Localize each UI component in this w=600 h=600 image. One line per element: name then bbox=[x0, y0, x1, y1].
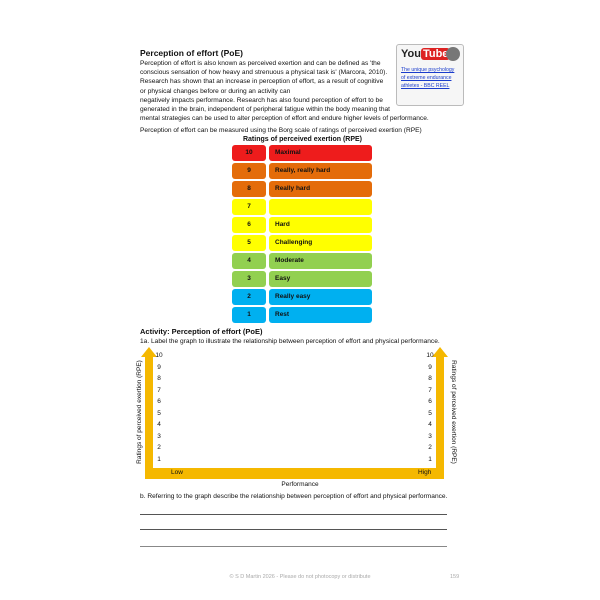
rpe-number: 4 bbox=[232, 253, 266, 269]
answer-line-1[interactable] bbox=[140, 514, 447, 515]
page-number: 159 bbox=[450, 574, 460, 580]
left-axis-arrow bbox=[145, 356, 153, 478]
rpe-label: Easy bbox=[269, 271, 372, 287]
question-1a: 1a. Label the graph to illustrate the re… bbox=[140, 338, 440, 345]
right-axis-arrow bbox=[436, 356, 444, 478]
left-tick-label: 10 bbox=[155, 352, 163, 359]
rpe-row: 9 Really, really hard bbox=[232, 163, 372, 179]
rpe-label: Moderate bbox=[269, 253, 372, 269]
rpe-number: 7 bbox=[232, 199, 266, 215]
rpe-label: Maximal bbox=[269, 145, 372, 161]
intro-paragraph-1: Perception of effort is also known as pe… bbox=[140, 60, 388, 95]
rpe-table-title: Ratings of perceived exertion (RPE) bbox=[242, 136, 363, 143]
low-label: Low bbox=[171, 469, 183, 476]
x-axis-label: Performance bbox=[281, 481, 319, 488]
left-tick-label: 9 bbox=[157, 363, 161, 371]
right-tick-label: 4 bbox=[428, 421, 432, 428]
activity-title: Activity: Perception of effort (PoE) bbox=[140, 327, 263, 336]
rpe-number: 6 bbox=[232, 217, 266, 233]
right-tick-label: 2 bbox=[428, 444, 432, 451]
section-title: Perception of effort (PoE) bbox=[140, 48, 243, 58]
question-b: b. Referring to the graph describe the r… bbox=[140, 493, 448, 500]
rpe-label: Hard bbox=[269, 217, 372, 233]
rpe-label: Really, really hard bbox=[269, 163, 372, 179]
left-tick-label: 7 bbox=[157, 386, 161, 394]
rpe-label: Really easy bbox=[269, 289, 372, 305]
right-tick-label: 3 bbox=[428, 432, 432, 440]
right-arrow-head bbox=[432, 347, 448, 357]
high-label: High bbox=[418, 469, 432, 476]
rpe-row: 6 Hard bbox=[232, 217, 372, 233]
left-tick-label: 3 bbox=[157, 432, 161, 440]
x-axis-bar bbox=[145, 468, 444, 479]
left-tick-label: 5 bbox=[157, 409, 161, 417]
rpe-row: 2 Really easy bbox=[232, 289, 372, 305]
right-tick-label: 9 bbox=[428, 363, 432, 371]
intro-section: You Tube The unique psychology of extreme… bbox=[140, 44, 472, 136]
rpe-row: 10 Maximal bbox=[232, 145, 372, 161]
rpe-number: 5 bbox=[232, 235, 266, 251]
rpe-number: 10 bbox=[232, 145, 266, 161]
y-axis-label-right: Ratings of perceived exertion (RPE) bbox=[450, 360, 457, 464]
right-tick-label: 6 bbox=[428, 398, 432, 405]
rpe-number: 8 bbox=[232, 181, 266, 197]
right-tick-label: 5 bbox=[428, 409, 432, 417]
left-tick-label: 4 bbox=[157, 421, 161, 428]
intro-paragraph-2: negatively impacts performance. Research… bbox=[140, 96, 429, 123]
youtube-logo: You Tube bbox=[401, 48, 451, 60]
rpe-label: Really hard bbox=[269, 181, 372, 197]
rpe-row: 8 Really hard bbox=[232, 181, 372, 197]
right-tick-label: 7 bbox=[428, 386, 432, 394]
film-reel-icon bbox=[446, 47, 460, 61]
left-tick-label: 8 bbox=[157, 375, 161, 382]
rpe-label bbox=[269, 199, 372, 215]
borg-text: Perception of effort can be measured usi… bbox=[140, 127, 422, 135]
rpe-row: 1 Rest bbox=[232, 307, 372, 323]
rpe-number: 1 bbox=[232, 307, 266, 323]
rpe-label: Rest bbox=[269, 307, 372, 323]
right-tick-label: 10 bbox=[426, 352, 434, 359]
rpe-number: 2 bbox=[232, 289, 266, 305]
youtube-video-card[interactable]: You Tube The unique psychology of extreme… bbox=[396, 44, 464, 106]
rpe-row: 4 Moderate bbox=[232, 253, 372, 269]
answer-line-2[interactable] bbox=[140, 529, 447, 530]
left-arrow-head bbox=[141, 347, 157, 357]
video-link[interactable]: The unique psychology of extreme enduran… bbox=[401, 67, 455, 89]
left-tick-label: 2 bbox=[157, 444, 161, 451]
footer-copyright: © S D Martin 2026 - Please do not photoc… bbox=[229, 574, 371, 580]
rpe-number: 3 bbox=[232, 271, 266, 287]
rpe-number: 9 bbox=[232, 163, 266, 179]
answer-line-3[interactable] bbox=[140, 546, 447, 547]
right-tick-label: 1 bbox=[428, 455, 432, 463]
rpe-label: Challenging bbox=[269, 235, 372, 251]
left-tick-label: 6 bbox=[157, 398, 161, 405]
rpe-row: 7 bbox=[232, 199, 372, 215]
rpe-row: 5 Challenging bbox=[232, 235, 372, 251]
y-axis-label-left: Ratings of perceived exertion (RPE) bbox=[136, 360, 143, 464]
right-tick-label: 8 bbox=[428, 375, 432, 382]
rpe-row: 3 Easy bbox=[232, 271, 372, 287]
left-tick-label: 1 bbox=[157, 455, 161, 463]
